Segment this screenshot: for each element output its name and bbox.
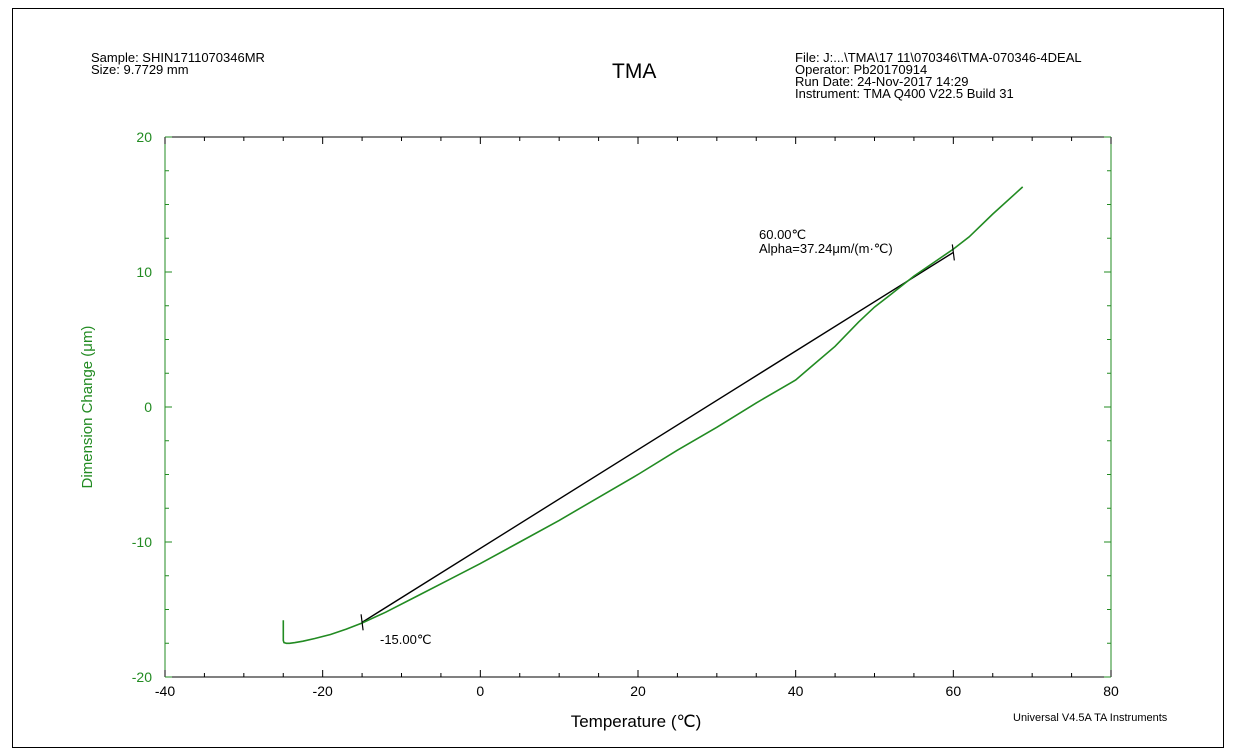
run-date-label: Run Date: 24-Nov-2017 14:29 xyxy=(795,74,969,89)
alpha-annotation: Alpha=37.24μm/(m·℃) xyxy=(759,241,893,256)
x-tick-label: -20 xyxy=(313,683,333,699)
file-label: File: J:...\TMA\17 11\070346\TMA-070346-… xyxy=(795,50,1082,65)
y-tick-label: 20 xyxy=(136,129,152,145)
end-marker xyxy=(951,244,955,261)
x-tick-label: 0 xyxy=(476,683,484,699)
start-temp-annotation: -15.00℃ xyxy=(380,632,431,647)
y-tick-label: 0 xyxy=(144,399,152,415)
sample-label: Sample: SHIN1711070346MR xyxy=(91,50,265,65)
chart-title: TMA xyxy=(612,60,657,83)
dimension-change-curve xyxy=(282,186,1024,645)
y-tick-label: -10 xyxy=(132,534,152,550)
x-tick-label: 80 xyxy=(1103,683,1119,699)
tangent-line xyxy=(361,251,954,623)
instrument-label: Instrument: TMA Q400 V22.5 Build 31 xyxy=(795,86,1014,101)
x-tick-label: 20 xyxy=(630,683,646,699)
y-tick-label: 10 xyxy=(136,264,152,280)
operator-label: Operator: Pb20170914 xyxy=(795,62,928,77)
x-tick-label: -40 xyxy=(155,683,175,699)
y-tick-label: -20 xyxy=(132,669,152,685)
x-tick-label: 60 xyxy=(946,683,962,699)
x-axis-label: Temperature (℃) xyxy=(571,712,702,731)
y-axis-label: Dimension Change (μm) xyxy=(79,326,96,489)
x-tick-label: 40 xyxy=(788,683,804,699)
chart-frame xyxy=(12,8,1224,748)
size-label: Size: 9.7729 mm xyxy=(91,62,189,77)
end-temp-annotation: 60.00℃ xyxy=(759,227,806,242)
start-marker xyxy=(360,614,364,631)
software-footer: Universal V4.5A TA Instruments xyxy=(1013,712,1168,724)
